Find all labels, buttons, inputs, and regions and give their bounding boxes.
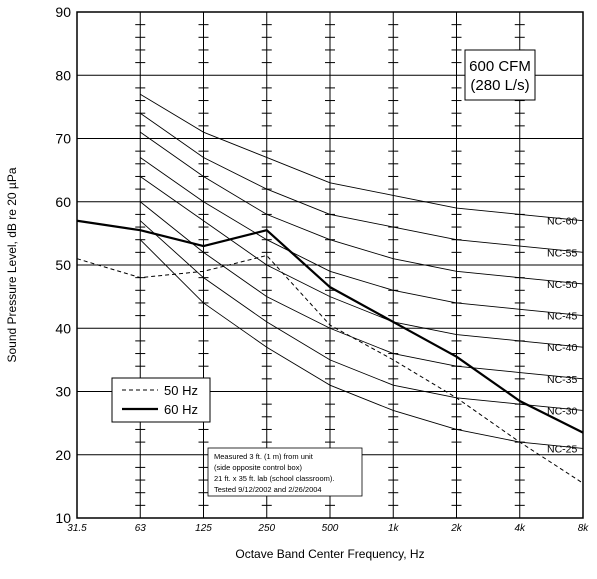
nc-curve-labels: NC-60 NC-55 NC-50 NC-45 NC-40 NC-35 NC-30 NC-25 xyxy=(547,216,578,456)
nc-curve-nc-50 xyxy=(139,131,584,285)
nc-label-nc-55: NC-55 xyxy=(547,247,578,259)
note-line-3: 21 ft. x 35 ft. lab (school classroom). xyxy=(214,474,334,483)
y-tick-label-60: 60 xyxy=(55,194,71,210)
series-60-hz xyxy=(76,219,584,434)
nc-label-nc-35: NC-35 xyxy=(547,374,578,386)
nc-curve-nc-30 xyxy=(139,220,584,411)
legend-label-60hz: 60 Hz xyxy=(164,402,198,417)
nc-curve-nc-55 xyxy=(139,112,584,253)
y-tick-label-30: 30 xyxy=(55,384,71,400)
legend: 50 Hz 60 Hz xyxy=(111,377,211,423)
legend-label-50hz: 50 Hz xyxy=(164,383,198,398)
y-tick-label-40: 40 xyxy=(55,320,71,336)
nc-curve-nc-35 xyxy=(139,201,584,380)
x-axis-title: Octave Band Center Frequency, Hz xyxy=(235,547,424,561)
note-line-4: Tested 9/12/2002 and 2/26/2004 xyxy=(214,485,322,494)
nc-curve-nc-45 xyxy=(139,157,584,317)
x-tick-label-1k: 1k xyxy=(388,523,400,534)
y-tick-label-90: 90 xyxy=(55,4,71,20)
y-tick-label-20: 20 xyxy=(55,447,71,463)
nc-label-nc-45: NC-45 xyxy=(547,311,578,323)
cfm-annotation-box: 600 CFM (280 L/s) xyxy=(464,49,536,101)
x-tick-label-4k: 4k xyxy=(514,523,526,534)
x-tick-label-125: 125 xyxy=(195,523,212,534)
y-tick-label-70: 70 xyxy=(55,131,71,147)
nc-label-nc-60: NC-60 xyxy=(547,216,578,228)
cfm-annotation-line1: 600 CFM xyxy=(469,58,531,75)
nc-curve-nc-60 xyxy=(140,93,584,222)
nc-curve-nc-40 xyxy=(139,176,584,348)
y-tick-label-10: 10 xyxy=(55,510,71,526)
nc-label-nc-40: NC-40 xyxy=(547,342,578,354)
y-tick-label-50: 50 xyxy=(55,257,71,273)
x-tick-label-500: 500 xyxy=(322,523,339,534)
x-tick-label-2k: 2k xyxy=(450,523,463,534)
x-tick-label-250: 250 xyxy=(257,523,275,534)
x-tick-label-31-5: 31.5 xyxy=(67,523,87,534)
series-50-hz xyxy=(76,255,584,484)
cfm-annotation-line2: (280 L/s) xyxy=(470,77,529,94)
data-series xyxy=(76,219,584,484)
y-axis-title: Sound Pressure Level, dB re 20 µPa xyxy=(5,167,19,362)
nc-curves xyxy=(139,93,584,449)
y-tick-label-80: 80 xyxy=(55,67,71,83)
y-tick-labels: 10 20 30 40 50 60 70 80 90 xyxy=(55,4,71,526)
nc-label-nc-25: NC-25 xyxy=(547,443,578,455)
note-line-1: Measured 3 ft. (1 m) from unit xyxy=(214,452,314,461)
plot-frame xyxy=(76,11,584,519)
x-tick-labels: 31.5 63 125 250 500 1k 2k 4k 8k xyxy=(67,523,589,534)
note-line-2: (side opposite control box) xyxy=(214,463,302,472)
measurement-note: Measured 3 ft. (1 m) from unit (side opp… xyxy=(207,447,363,497)
nc-curve-nc-25 xyxy=(139,239,584,449)
x-tick-label-8k: 8k xyxy=(578,523,590,534)
grid xyxy=(77,12,583,518)
x-tick-label-63: 63 xyxy=(135,523,147,534)
nc-label-nc-30: NC-30 xyxy=(547,405,578,417)
nc-label-nc-50: NC-50 xyxy=(547,279,578,291)
